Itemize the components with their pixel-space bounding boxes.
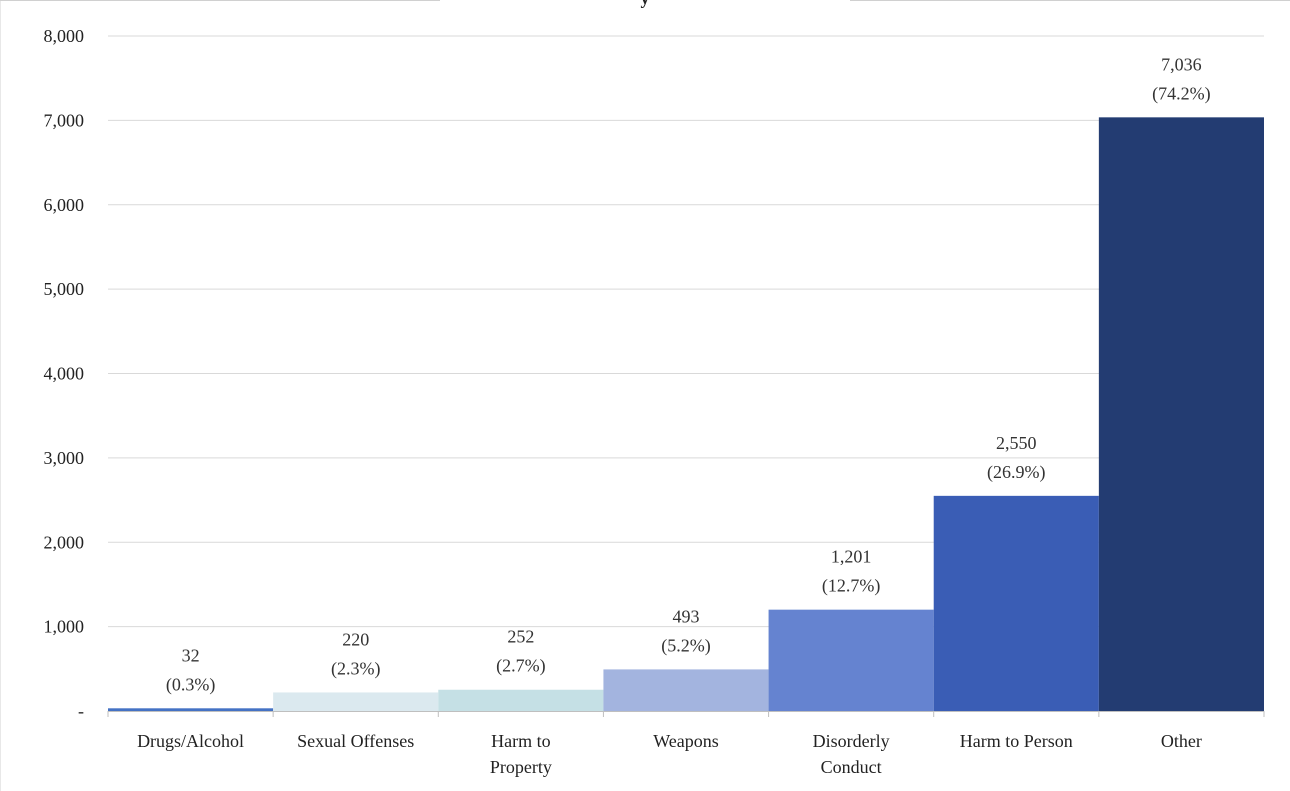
data-label-value: 220 xyxy=(342,629,369,649)
y-tick-label: 7,000 xyxy=(44,110,85,130)
data-label-percent: (26.9%) xyxy=(987,462,1045,483)
bar xyxy=(933,495,1099,711)
x-category-label: Property xyxy=(490,757,552,777)
data-label-value: 32 xyxy=(182,645,200,665)
y-tick-label: - xyxy=(78,701,84,721)
data-label-percent: (74.2%) xyxy=(1152,83,1210,104)
x-category-label: Sexual Offenses xyxy=(297,731,414,751)
data-label-percent: (2.3%) xyxy=(331,658,380,679)
data-label-value: 493 xyxy=(673,606,700,626)
bar xyxy=(768,609,934,711)
data-label-percent: (12.7%) xyxy=(822,576,880,597)
x-category-label: Conduct xyxy=(821,757,882,777)
y-tick-label: 6,000 xyxy=(44,195,85,215)
data-label-percent: (2.7%) xyxy=(496,656,545,677)
bar xyxy=(273,692,439,711)
data-label-percent: (5.2%) xyxy=(661,635,710,656)
bar xyxy=(438,689,604,711)
data-label-value: 1,201 xyxy=(831,547,872,567)
y-tick-label: 4,000 xyxy=(44,364,85,384)
bar xyxy=(603,669,769,711)
y-tick-label: 3,000 xyxy=(44,448,85,468)
data-label-value: 7,036 xyxy=(1161,54,1202,74)
y-tick-label: 2,000 xyxy=(44,532,85,552)
bar xyxy=(1098,117,1264,711)
x-category-label: Harm to Person xyxy=(960,731,1073,751)
data-label-value: 252 xyxy=(507,627,534,647)
x-category-label: Harm to xyxy=(491,731,550,751)
x-category-label: Drugs/Alcohol xyxy=(137,731,244,751)
y-tick-label: 5,000 xyxy=(44,279,85,299)
chart-title-fragment: y xyxy=(641,0,650,8)
x-category-label: Weapons xyxy=(653,731,719,751)
y-tick-label: 1,000 xyxy=(44,617,85,637)
y-tick-label: 8,000 xyxy=(44,26,85,46)
bar xyxy=(108,708,274,711)
data-label-percent: (0.3%) xyxy=(166,674,215,695)
data-label-value: 2,550 xyxy=(996,433,1037,453)
x-category-label: Disorderly xyxy=(813,731,890,751)
x-category-label: Other xyxy=(1161,731,1202,751)
